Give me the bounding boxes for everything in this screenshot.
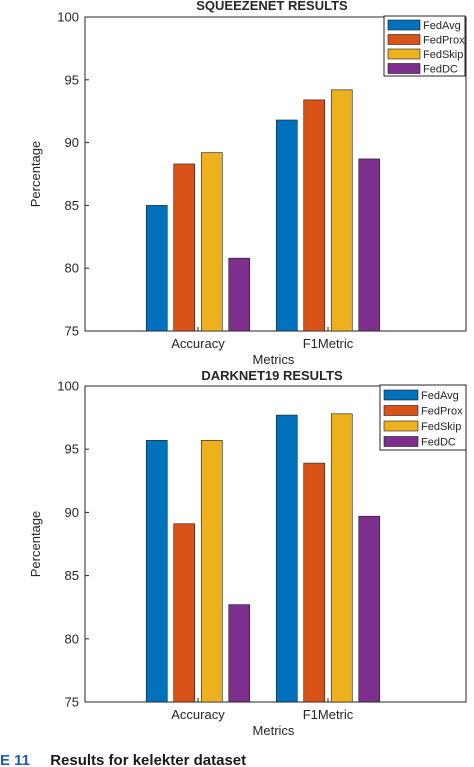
x-axis-label: Metrics <box>253 352 295 367</box>
bar-fedskip-accuracy <box>200 152 223 332</box>
legend-entry: FedSkip <box>423 49 463 61</box>
y-tick-label: 85 <box>65 198 79 213</box>
x-axis-label: Metrics <box>253 723 295 738</box>
y-tick-label: 95 <box>65 442 79 457</box>
y-tick-label: 90 <box>65 135 79 150</box>
bar-fedavg-accuracy <box>145 205 168 332</box>
y-axis-label: Percentage <box>28 141 43 208</box>
bar-fedprox-accuracy <box>173 163 196 332</box>
legend-swatch <box>387 34 421 45</box>
bar-fedskip-f1metric <box>330 413 353 703</box>
x-tick-label: Accuracy <box>171 336 225 351</box>
bar-feddc-accuracy <box>228 604 251 703</box>
legend-swatch <box>383 420 419 432</box>
legend-entry: FedProx <box>421 406 463 418</box>
legend-entry: FedProx <box>423 35 465 47</box>
bar-fedprox-f1metric <box>303 462 326 703</box>
plot-area-1 <box>84 385 467 703</box>
bar-fedavg-accuracy <box>145 440 168 703</box>
caption-number: E 11 <box>0 752 31 767</box>
y-axis-label: Percentage <box>28 511 43 578</box>
legend-swatch <box>387 63 421 74</box>
legend-entry: FedSkip <box>421 421 461 433</box>
bar-fedavg-f1metric <box>275 414 298 703</box>
legend-entry: FedAvg <box>423 20 461 32</box>
legend-swatch <box>387 19 421 31</box>
y-tick-label: 100 <box>57 10 79 25</box>
x-tick-label: Accuracy <box>171 707 225 722</box>
figure-caption: E 11 Results for kelekter dataset <box>0 752 474 767</box>
legend-entry: FedDC <box>423 64 458 76</box>
chart-title: SQUEEZENET RESULTS <box>196 0 348 13</box>
bar-fedavg-f1metric <box>275 119 298 332</box>
y-tick-label: 75 <box>65 324 79 339</box>
plot-area-0 <box>84 16 467 332</box>
legend-swatch <box>383 436 419 447</box>
y-tick-label: 80 <box>65 631 79 646</box>
legend-entry: FedDC <box>421 437 456 449</box>
bar-feddc-accuracy <box>228 257 251 332</box>
y-tick-label: 90 <box>65 505 79 520</box>
legend-swatch <box>383 405 419 416</box>
y-tick-label: 85 <box>65 568 79 583</box>
bar-fedprox-f1metric <box>303 99 326 332</box>
caption-text: Results for kelekter dataset <box>50 752 247 767</box>
y-tick-label: 95 <box>65 72 79 87</box>
y-tick-label: 100 <box>57 379 79 394</box>
bar-fedskip-accuracy <box>200 440 223 703</box>
y-tick-label: 80 <box>65 261 79 276</box>
legend-entry: FedAvg <box>421 390 459 402</box>
bar-fedprox-accuracy <box>173 523 196 703</box>
legend-swatch <box>387 48 421 60</box>
x-tick-label: F1Metric <box>303 336 354 351</box>
bar-fedskip-f1metric <box>330 89 353 332</box>
bar-feddc-f1metric <box>358 158 381 332</box>
chart-title: DARKNET19 RESULTS <box>201 368 343 383</box>
y-tick-label: 75 <box>65 695 79 710</box>
legend-swatch <box>383 389 419 401</box>
bar-feddc-f1metric <box>358 515 381 703</box>
x-tick-label: F1Metric <box>303 707 354 722</box>
